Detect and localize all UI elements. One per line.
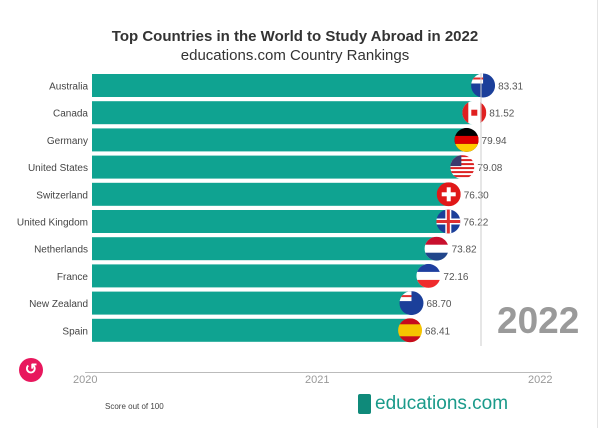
bar: [92, 264, 429, 288]
category-label: New Zealand: [29, 299, 88, 310]
logo-text: educations.com: [375, 393, 509, 414]
value-label: 83.31: [498, 82, 523, 93]
bar: [92, 128, 467, 152]
value-label: 73.82: [452, 245, 477, 256]
value-label: 68.70: [426, 299, 451, 310]
value-label: 76.22: [463, 218, 488, 229]
flag-icon: [436, 182, 461, 207]
axis-note: Score out of 100: [105, 402, 164, 411]
chart-subtitle: educations.com Country Rankings: [180, 47, 410, 64]
replay-button[interactable]: ↺: [19, 358, 43, 382]
value-label: 79.94: [482, 136, 507, 147]
category-label: Germany: [47, 136, 88, 147]
bar: [92, 318, 411, 342]
flag-icon: [424, 236, 449, 261]
category-label: Spain: [62, 326, 88, 337]
category-label: United Kingdom: [17, 218, 88, 229]
educations-logo[interactable]: educations.com: [358, 393, 508, 415]
value-label: 81.52: [489, 109, 514, 120]
bar: [92, 210, 449, 233]
flag-icon: [454, 127, 479, 152]
frame-border: [597, 0, 598, 428]
chart-title: Top Countries in the World to Study Abro…: [111, 28, 479, 45]
value-label: 72.16: [443, 272, 468, 283]
current-year-label: 2022: [497, 300, 580, 341]
value-label: 79.08: [477, 163, 502, 174]
bar: [92, 291, 412, 315]
category-label: United States: [28, 163, 88, 174]
timeline-slider[interactable]: [85, 372, 551, 373]
replay-icon: ↺: [24, 361, 38, 378]
value-label: 76.30: [464, 190, 489, 201]
flag-icon: [462, 100, 487, 125]
category-label: Netherlands: [34, 245, 88, 256]
bar: [92, 101, 475, 125]
category-label: Australia: [49, 82, 88, 93]
bar: [92, 74, 484, 97]
flag-icon: [398, 318, 423, 343]
category-label: Canada: [53, 109, 88, 120]
value-label: 68.41: [425, 326, 450, 337]
bar: [92, 237, 437, 261]
book-icon: [358, 394, 371, 414]
flag-icon: [416, 263, 441, 288]
timeline-tick: 2022: [528, 374, 553, 386]
timeline-tick: 2020: [73, 374, 98, 386]
timeline-tick: 2021: [305, 374, 330, 386]
flag-icon: [436, 209, 461, 234]
flag-icon: [450, 155, 475, 180]
category-label: Switzerland: [36, 190, 88, 201]
flag-icon: [471, 73, 496, 98]
flag-icon: [399, 291, 424, 316]
bar: [92, 182, 449, 206]
category-label: France: [57, 272, 89, 283]
bar: [92, 155, 463, 179]
